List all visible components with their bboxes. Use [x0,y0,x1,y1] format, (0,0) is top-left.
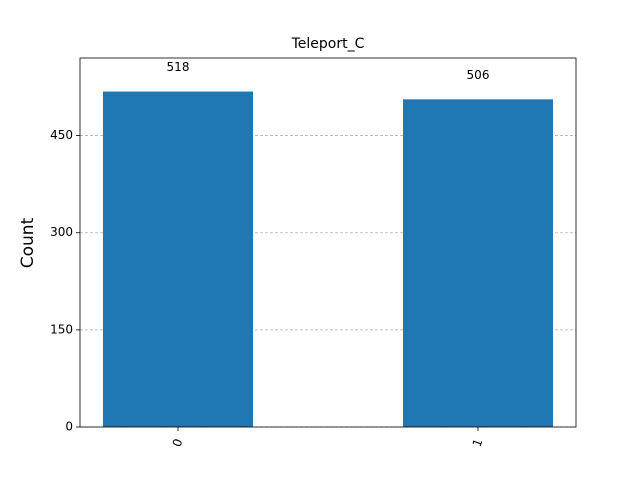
y-tick-label: 0 [65,420,73,434]
x-tick-label: 0 [170,437,186,449]
y-axis-label: Count [18,217,38,268]
plot-frame [79,57,577,428]
y-tick-label: 300 [50,225,73,239]
chart-title: Teleport_C [291,36,365,52]
bar [103,91,253,427]
data-label: 506 [467,68,490,82]
y-tick-label: 150 [50,322,73,336]
data-label: 518 [167,60,190,74]
bar [403,99,553,428]
y-tick-label: 450 [50,128,73,142]
x-tick-label: 1 [470,437,486,449]
